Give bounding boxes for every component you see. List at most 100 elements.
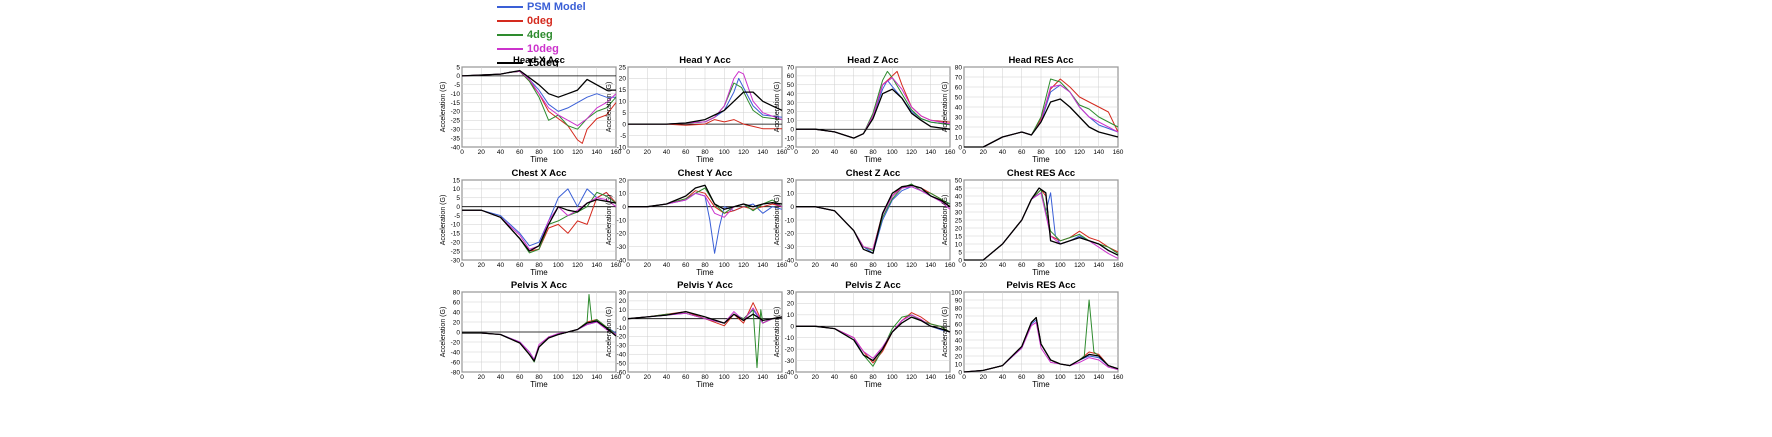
y-tick-label: -30 <box>451 127 461 134</box>
x-tick-label: 120 <box>1074 374 1085 381</box>
y-tick-label: -60 <box>617 369 627 376</box>
y-tick-label: -10 <box>785 217 795 224</box>
y-axis-label: Acceleration (G) <box>774 307 781 358</box>
x-tick-label: 120 <box>572 374 583 381</box>
y-tick-label: 20 <box>955 353 963 360</box>
y-tick-label: -25 <box>451 118 461 125</box>
y-tick-label: -30 <box>785 244 795 251</box>
y-tick-label: 50 <box>955 94 963 101</box>
x-tick-label: 20 <box>644 262 652 269</box>
y-tick-label: 20 <box>787 109 795 116</box>
y-tick-label: 0 <box>790 204 794 211</box>
x-tick-label: 20 <box>812 374 820 381</box>
x-tick-label: 40 <box>663 374 671 381</box>
chart-title: Pelvis X Acc <box>511 280 567 291</box>
x-tick-label: 140 <box>591 262 602 269</box>
y-axis-label: Acceleration (G) <box>606 82 613 133</box>
x-tick-label: 120 <box>1074 149 1085 156</box>
x-tick-label: 100 <box>1055 374 1066 381</box>
y-tick-label: -10 <box>785 135 795 142</box>
x-tick-label: 140 <box>925 262 936 269</box>
y-tick-label: -20 <box>785 346 795 353</box>
legend-swatch <box>497 6 523 8</box>
x-tick-label: 120 <box>906 262 917 269</box>
y-tick-label: 20 <box>955 124 963 131</box>
y-tick-label: 30 <box>787 100 795 107</box>
x-tick-label: 120 <box>906 149 917 156</box>
series-line-15deg <box>628 91 783 125</box>
y-tick-label: 30 <box>955 209 963 216</box>
y-tick-label: 0 <box>456 73 460 80</box>
y-tick-label: 10 <box>619 191 627 198</box>
y-tick-label: 10 <box>787 191 795 198</box>
x-tick-label: 160 <box>777 262 788 269</box>
y-tick-label: -20 <box>617 231 627 238</box>
series-line-0deg <box>628 119 782 130</box>
chart-title: Head Y Acc <box>679 55 731 66</box>
legend-label: 0deg <box>527 15 553 27</box>
x-tick-label: 40 <box>831 149 839 156</box>
y-tick-label: -20 <box>785 231 795 238</box>
y-tick-label: -80 <box>451 369 461 376</box>
y-tick-label: 5 <box>958 249 962 256</box>
y-tick-label: -10 <box>451 222 461 229</box>
y-axis-label: Acceleration (G) <box>774 195 781 246</box>
chart-title: Pelvis Z Acc <box>845 280 901 291</box>
x-tick-label: 160 <box>777 374 788 381</box>
y-tick-label: 10 <box>619 307 627 314</box>
x-tick-label: 0 <box>460 262 464 269</box>
y-tick-label: 10 <box>787 118 795 125</box>
y-tick-label: 20 <box>787 177 795 184</box>
x-tick-label: 160 <box>1113 374 1124 381</box>
x-tick-label: 100 <box>719 149 730 156</box>
x-tick-label: 80 <box>701 262 709 269</box>
y-axis-label: Acceleration (G) <box>942 307 949 358</box>
y-tick-label: 100 <box>951 289 962 296</box>
x-tick-label: 20 <box>980 149 988 156</box>
y-tick-label: 5 <box>456 195 460 202</box>
y-tick-label: 80 <box>955 64 963 71</box>
y-tick-label: 60 <box>453 299 461 306</box>
series-line-15deg <box>796 316 951 362</box>
y-tick-label: -10 <box>617 217 627 224</box>
x-tick-label: 60 <box>516 374 524 381</box>
x-tick-label: 0 <box>962 262 966 269</box>
chart-title: Head Z Acc <box>847 55 898 66</box>
chart-title: Head X Acc <box>513 55 565 66</box>
legend-swatch <box>497 62 523 64</box>
legend-item-15deg: 15deg <box>497 56 586 70</box>
x-tick-label: 140 <box>1093 374 1104 381</box>
x-tick-label: 160 <box>611 149 622 156</box>
x-tick-label: 40 <box>663 262 671 269</box>
y-tick-label: -25 <box>451 248 461 255</box>
x-axis-label: Time <box>864 155 882 164</box>
x-tick-label: 0 <box>460 374 464 381</box>
y-tick-label: 20 <box>619 76 627 83</box>
x-tick-label: 40 <box>831 262 839 269</box>
y-tick-label: -5 <box>620 133 626 140</box>
legend-item-0deg: 0deg <box>497 14 586 28</box>
x-tick-label: 60 <box>682 149 690 156</box>
y-tick-label: 45 <box>955 185 963 192</box>
y-tick-label: -60 <box>451 359 461 366</box>
y-tick-label: 0 <box>958 369 962 376</box>
y-tick-label: -30 <box>451 257 461 264</box>
x-tick-label: 60 <box>1018 149 1026 156</box>
x-tick-label: 20 <box>812 262 820 269</box>
y-axis-label: Acceleration (G) <box>440 82 447 133</box>
y-tick-label: 40 <box>787 91 795 98</box>
chart-title: Chest Y Acc <box>678 168 733 179</box>
y-tick-label: 0 <box>456 204 460 211</box>
x-tick-label: 80 <box>701 149 709 156</box>
series-line-15deg <box>627 310 783 324</box>
x-tick-label: 120 <box>572 149 583 156</box>
x-tick-label: 0 <box>626 149 630 156</box>
y-tick-label: 10 <box>955 241 963 248</box>
y-tick-label: 60 <box>955 84 963 91</box>
series-line-15deg <box>462 198 617 252</box>
y-tick-label: -20 <box>451 109 461 116</box>
x-tick-label: 80 <box>1037 149 1045 156</box>
y-tick-label: 25 <box>619 64 627 71</box>
